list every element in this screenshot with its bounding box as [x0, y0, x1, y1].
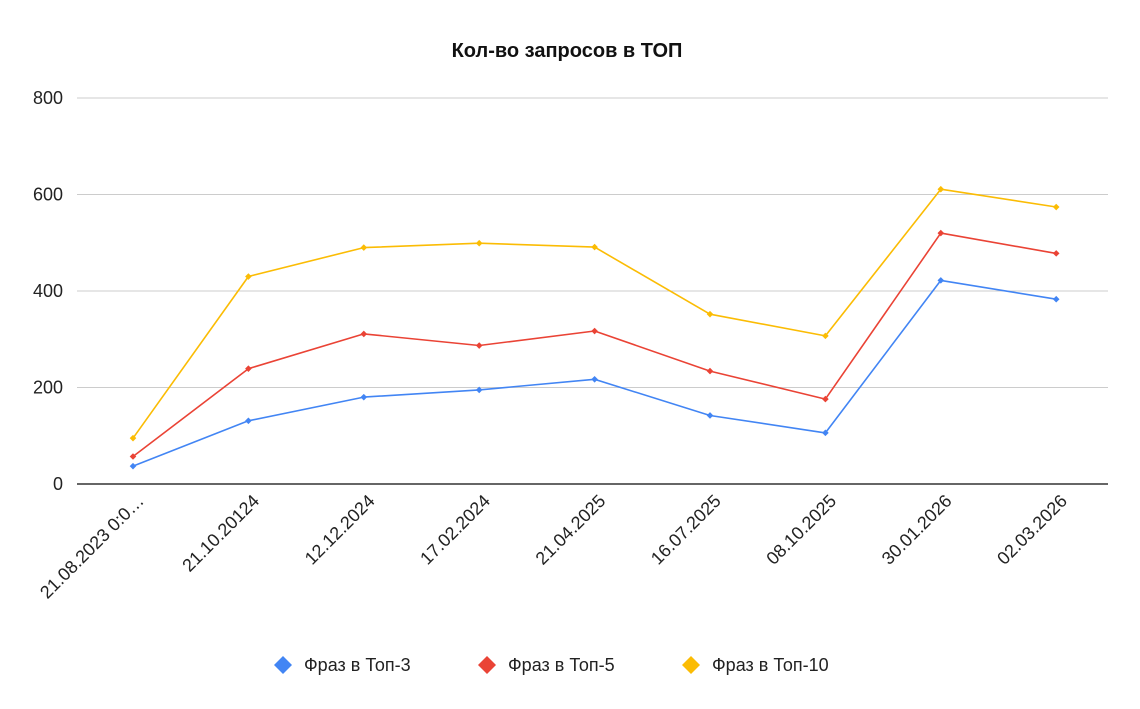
series-1 [129, 277, 1060, 470]
data-point [129, 434, 137, 442]
data-point [360, 244, 368, 251]
x-tick-label: 08.10.2025 [762, 491, 840, 569]
series-line [132, 232, 1057, 458]
series-line [132, 279, 1057, 467]
x-tick-label: 30.01.2026 [878, 491, 956, 569]
x-axis-ticks: 21.08.2023 0:0… 21.10.20124 12.12.2024 17.0… [36, 491, 1071, 603]
legend-item-1: Фраз в Топ-3 [274, 655, 411, 675]
legend: Фраз в Топ-3 Фраз в Топ-5 Фраз в Топ-10 [274, 655, 829, 675]
legend-label: Фраз в Топ-3 [304, 655, 411, 675]
legend-marker-icon [682, 656, 700, 674]
x-tick-label: 21.10.20124 [178, 491, 263, 576]
x-tick-label: 12.12.2024 [301, 491, 379, 569]
legend-item-3: Фраз в Топ-10 [682, 655, 829, 675]
data-point [1052, 250, 1060, 257]
data-point [245, 417, 252, 425]
data-point [706, 367, 714, 375]
chart-title: Кол-во запросов в ТОП [452, 40, 683, 62]
legend-item-2: Фраз в Топ-5 [478, 655, 615, 675]
x-tick-label: 16.07.2025 [647, 491, 725, 569]
data-point [245, 365, 252, 372]
y-tick-label: 0 [53, 474, 63, 494]
series-line [132, 188, 1057, 439]
data-point [937, 229, 945, 237]
data-point [1052, 295, 1060, 303]
data-point [129, 453, 137, 460]
data-point [822, 332, 829, 340]
data-point [475, 386, 483, 394]
y-tick-label: 400 [33, 281, 63, 301]
y-tick-label: 200 [33, 378, 63, 398]
data-point [1052, 203, 1060, 211]
legend-marker-icon [274, 656, 292, 674]
y-axis-ticks: 0 200 400 600 800 [33, 88, 63, 494]
data-point [245, 273, 252, 280]
x-tick-label: 21.08.2023 0:0… [36, 491, 148, 603]
data-point [822, 395, 829, 403]
data-point [475, 342, 483, 349]
data-point [591, 327, 598, 335]
series-3 [129, 185, 1060, 442]
gridlines [77, 97, 1108, 388]
data-point [129, 462, 137, 470]
data-point [937, 277, 945, 284]
legend-label: Фраз в Топ-10 [712, 655, 829, 675]
x-tick-label: 21.04.2025 [532, 491, 610, 569]
x-tick-label: 17.02.2024 [416, 491, 494, 569]
data-point [591, 375, 598, 383]
data-point [360, 393, 368, 401]
data-point [475, 239, 483, 247]
data-point [591, 243, 598, 251]
data-point [822, 429, 829, 437]
data-point [706, 310, 714, 318]
y-tick-label: 600 [33, 185, 63, 205]
legend-marker-icon [478, 656, 496, 674]
series-2 [129, 229, 1060, 460]
legend-label: Фраз в Топ-5 [508, 655, 615, 675]
x-tick-label: 02.03.2026 [993, 491, 1071, 569]
series-lines [129, 185, 1060, 470]
data-point [937, 185, 945, 193]
data-point [706, 412, 714, 419]
data-point [360, 330, 368, 338]
y-tick-label: 800 [33, 88, 63, 108]
